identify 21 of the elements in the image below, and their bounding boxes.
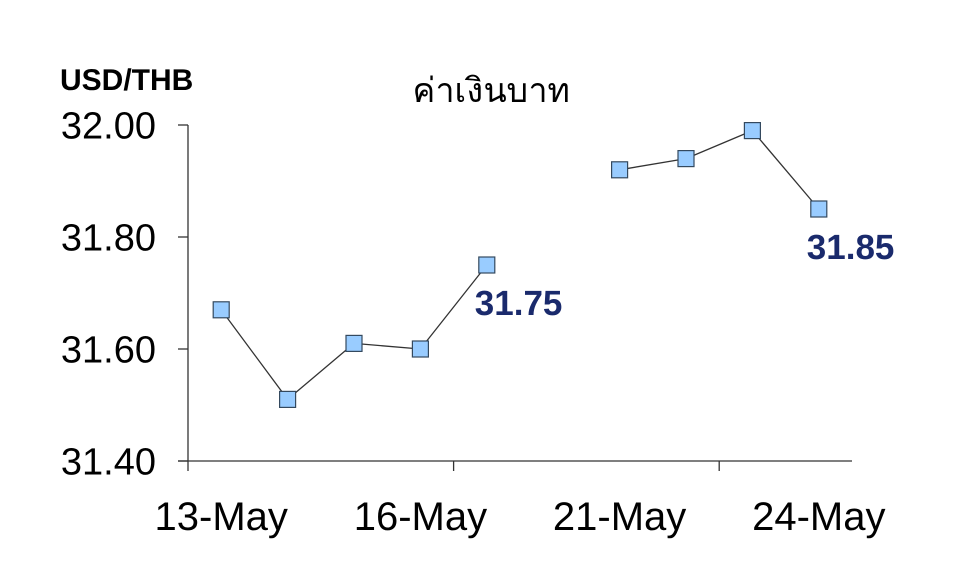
point — [478, 256, 496, 274]
x-tick-label: 16-May — [354, 495, 488, 539]
point — [412, 340, 429, 358]
y-tick-label: 32.00 — [60, 105, 156, 148]
x-tick-label: 13-May — [154, 495, 288, 539]
point — [611, 161, 628, 178]
data-label: 31.75 — [474, 284, 562, 323]
data-label: 31.85 — [806, 228, 894, 267]
point — [810, 200, 828, 218]
y-tick-label: 31.80 — [60, 217, 156, 260]
chart-title: ค่าเงินบาท — [412, 71, 570, 111]
y-axis-title: USD/THB — [60, 64, 194, 97]
y-tick-label: 31.40 — [60, 441, 156, 484]
y-tick-label: 31.60 — [60, 329, 156, 372]
point — [279, 390, 296, 408]
point — [677, 150, 695, 168]
point — [212, 301, 230, 318]
x-tick-label: 21-May — [552, 495, 686, 539]
point — [345, 334, 363, 352]
x-tick-label: 24-May — [752, 495, 886, 539]
point — [744, 122, 761, 140]
